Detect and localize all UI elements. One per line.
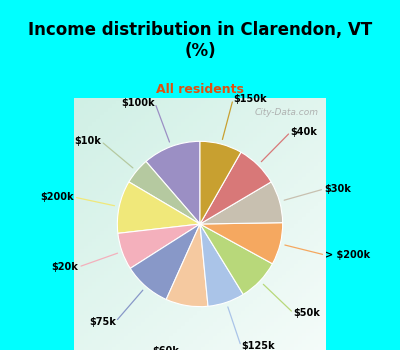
Wedge shape: [130, 224, 200, 300]
Text: Income distribution in Clarendon, VT
(%): Income distribution in Clarendon, VT (%): [28, 21, 372, 60]
Wedge shape: [200, 152, 271, 224]
Text: $125k: $125k: [241, 341, 275, 350]
Wedge shape: [146, 141, 200, 224]
Text: $10k: $10k: [74, 136, 101, 146]
Wedge shape: [166, 224, 208, 307]
Wedge shape: [129, 161, 200, 224]
Text: $40k: $40k: [290, 127, 317, 137]
Text: > $200k: > $200k: [325, 250, 370, 260]
Text: $60k: $60k: [152, 346, 179, 350]
Text: $150k: $150k: [233, 94, 267, 104]
Text: $20k: $20k: [52, 262, 78, 272]
Wedge shape: [200, 182, 283, 224]
Text: $200k: $200k: [40, 192, 74, 202]
Wedge shape: [200, 141, 241, 224]
Text: $30k: $30k: [324, 184, 351, 194]
Text: $75k: $75k: [89, 317, 116, 327]
Wedge shape: [200, 224, 243, 306]
Wedge shape: [200, 224, 272, 294]
Wedge shape: [117, 182, 200, 233]
Wedge shape: [200, 223, 283, 264]
Text: City-Data.com: City-Data.com: [254, 108, 318, 117]
Text: $100k: $100k: [121, 98, 155, 108]
Text: $50k: $50k: [294, 308, 320, 318]
Text: All residents: All residents: [156, 83, 244, 96]
Wedge shape: [118, 224, 200, 268]
